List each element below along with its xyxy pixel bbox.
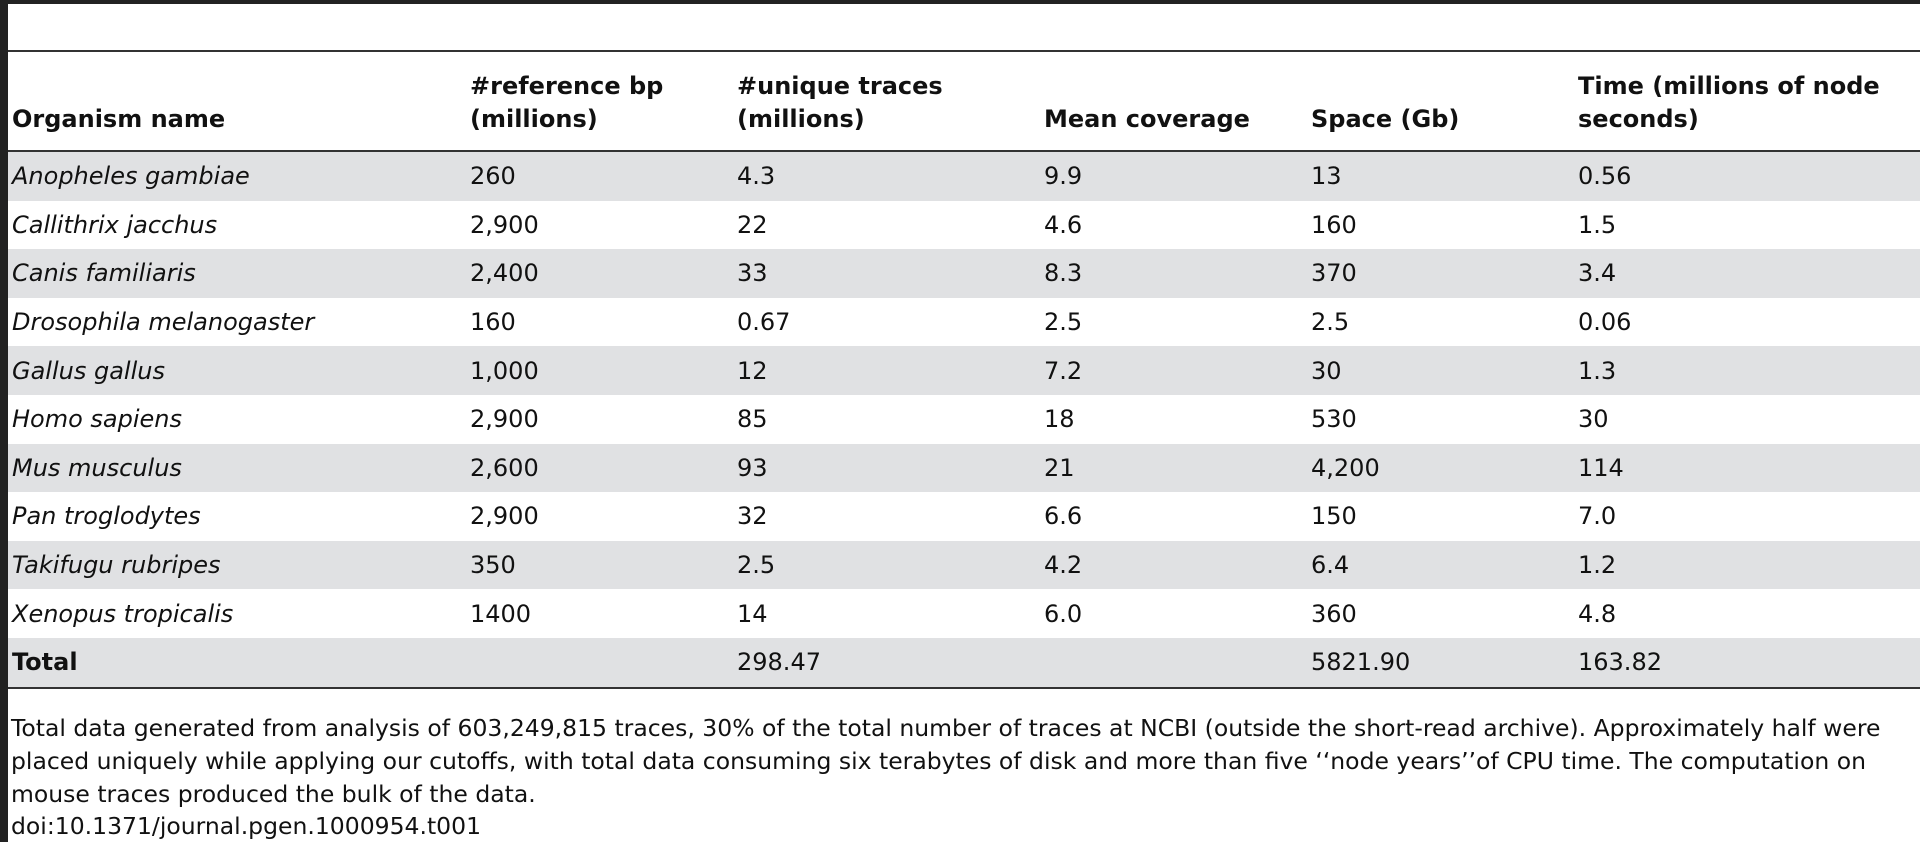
table-row: Mus musculus 2,600 93 21 4,200 114 <box>8 443 1920 493</box>
table-cell: 2,900 <box>470 210 539 239</box>
table-row: Anopheles gambiae 260 4.3 9.9 13 0.56 <box>8 152 1920 201</box>
table-cell: 18 <box>1044 405 1075 434</box>
table-row: Homo sapiens 2,900 85 18 530 30 <box>8 395 1920 444</box>
table-cell: 530 <box>1311 405 1357 434</box>
table-cell: 32 <box>737 502 768 531</box>
table-cell: 8.3 <box>1040 249 1307 298</box>
table-cell: 7.2 <box>1040 346 1307 395</box>
left-border <box>0 0 8 842</box>
table-body: Anopheles gambiae 260 4.3 9.9 13 0.56 Callithr… <box>8 152 1920 687</box>
organism-name-cell: Homo sapiens <box>12 405 183 434</box>
top-border <box>0 0 1920 4</box>
table-cell: 350 <box>466 540 733 590</box>
table-cell: 4.2 <box>1040 540 1307 590</box>
table-cell: 2.5 <box>1311 308 1350 337</box>
table-cell: 3.4 <box>1574 249 1920 298</box>
table-cell: 13 <box>1307 152 1574 201</box>
column-header: Time (millions of node seconds) <box>1578 72 1880 133</box>
total-cell <box>466 637 733 687</box>
table-cell: 1.3 <box>1574 346 1920 395</box>
table-cell: 370 <box>1307 249 1574 298</box>
table-header: Organism name #reference bp (millions) #un… <box>8 52 1920 152</box>
table-cell: 260 <box>466 152 733 201</box>
organism-name-cell: Takifugu rubripes <box>8 540 466 590</box>
table-cell: 2,600 <box>466 443 733 493</box>
header-rule <box>8 150 1920 152</box>
table-row: Callithrix jacchus 2,900 22 4.6 160 1.5 <box>8 201 1920 250</box>
table-cell: 30 <box>1578 405 1609 434</box>
table-bottom-rule <box>8 686 1920 689</box>
table-cell: 33 <box>733 249 1040 298</box>
organism-name-cell: Drosophila melanogaster <box>12 308 315 337</box>
column-header: Organism name <box>12 105 226 133</box>
table-cell: 2.5 <box>733 540 1040 590</box>
data-table-container: Organism name #reference bp (millions) #un… <box>8 50 1920 689</box>
table-cell: 360 <box>1311 599 1357 628</box>
total-cell: 298.47 <box>733 637 1040 687</box>
table-row: Canis familiaris 2,400 33 8.3 370 3.4 <box>8 249 1920 298</box>
table-cell: 1400 <box>470 599 532 628</box>
table-row: Takifugu rubripes 350 2.5 4.2 6.4 1.2 <box>8 540 1920 590</box>
table-cell: 160 <box>1311 210 1357 239</box>
table-cell: 21 <box>1040 443 1307 493</box>
organism-name-cell: Pan troglodytes <box>12 502 201 531</box>
table-cell: 22 <box>737 210 768 239</box>
total-label-cell: Total <box>8 637 466 687</box>
table-cell: 0.06 <box>1578 308 1632 337</box>
table-cell: 2,900 <box>470 502 539 531</box>
column-header: #reference bp (millions) <box>470 72 664 133</box>
table-cell: 150 <box>1311 502 1357 531</box>
table-cell: 4.6 <box>1044 210 1083 239</box>
table-cell: 93 <box>733 443 1040 493</box>
table-cell: 2,400 <box>466 249 733 298</box>
table-cell: 1,000 <box>466 346 733 395</box>
organism-name-cell: Mus musculus <box>8 443 466 493</box>
organism-table: Organism name #reference bp (millions) #un… <box>8 52 1920 687</box>
column-header: Mean coverage <box>1044 105 1250 133</box>
table-row: Pan troglodytes 2,900 32 6.6 150 7.0 <box>8 492 1920 541</box>
table-cell: 0.56 <box>1574 152 1920 201</box>
organism-name-cell: Canis familiaris <box>8 249 466 298</box>
header-row: Organism name #reference bp (millions) #un… <box>8 52 1920 150</box>
table-cell: 6.4 <box>1307 540 1574 590</box>
table-cell: 6.0 <box>1044 599 1083 628</box>
organism-name-cell: Anopheles gambiae <box>8 152 466 201</box>
total-cell: 163.82 <box>1574 637 1920 687</box>
table-cell: 114 <box>1574 443 1920 493</box>
table-cell: 30 <box>1307 346 1574 395</box>
doi-reference: doi:10.1371/journal.pgen.1000954.t001 <box>11 812 482 840</box>
table-cell: 9.9 <box>1040 152 1307 201</box>
table-cell: 160 <box>470 308 516 337</box>
column-header: Space (Gb) <box>1311 105 1460 133</box>
table-cell: 4.3 <box>733 152 1040 201</box>
table-row: Drosophila melanogaster 160 0.67 2.5 2.5 0.06 <box>8 298 1920 347</box>
table-cell: 7.0 <box>1578 502 1617 531</box>
table-cell: 2.5 <box>1044 308 1083 337</box>
organism-name-cell: Gallus gallus <box>8 346 466 395</box>
table-cell: 4,200 <box>1307 443 1574 493</box>
table-cell: 0.67 <box>737 308 791 337</box>
table-footnote: Total data generated from analysis of 60… <box>11 714 1881 808</box>
table-row: Xenopus tropicalis 1400 14 6.0 360 4.8 <box>8 589 1920 638</box>
table-cell: 14 <box>737 599 768 628</box>
table-cell: 6.6 <box>1044 502 1083 531</box>
total-cell: 5821.90 <box>1307 637 1574 687</box>
table-cell: 85 <box>737 405 768 434</box>
total-cell <box>1040 637 1307 687</box>
table-cell: 1.5 <box>1578 210 1617 239</box>
column-header: #unique traces (millions) <box>737 72 943 133</box>
table-cell: 4.8 <box>1578 599 1617 628</box>
organism-name-cell: Xenopus tropicalis <box>12 599 234 628</box>
table-top-rule <box>8 50 1920 52</box>
table-cell: 1.2 <box>1574 540 1920 590</box>
table-cell: 12 <box>733 346 1040 395</box>
total-row: Total 298.47 5821.90 163.82 <box>8 637 1920 687</box>
table-row: Gallus gallus 1,000 12 7.2 30 1.3 <box>8 346 1920 395</box>
organism-name-cell: Callithrix jacchus <box>12 210 218 239</box>
table-cell: 2,900 <box>470 405 539 434</box>
